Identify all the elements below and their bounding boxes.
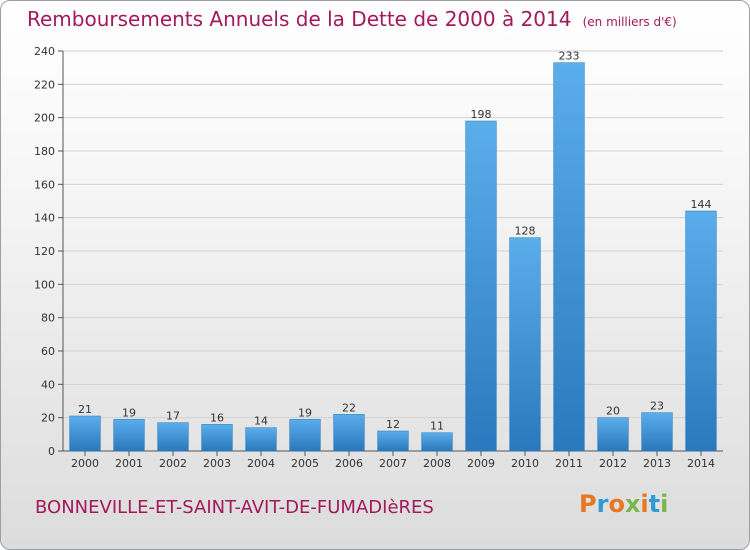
bar xyxy=(465,120,497,452)
chart-subtitle: (en milliers d'€) xyxy=(582,15,677,29)
bar-value-label: 14 xyxy=(254,415,268,428)
bar xyxy=(157,422,189,452)
bar-value-label: 16 xyxy=(210,411,224,424)
bar xyxy=(201,424,233,452)
bar-value-label: 128 xyxy=(515,225,536,238)
bar-value-label: 21 xyxy=(78,403,92,416)
bar-value-label: 20 xyxy=(606,405,620,418)
bar xyxy=(685,210,717,452)
chart-title-main: Remboursements Annuels de la Dette de 20… xyxy=(27,7,572,31)
bar xyxy=(553,62,585,452)
bar xyxy=(289,419,321,452)
bar-value-label: 23 xyxy=(650,400,664,413)
logo-letter: t xyxy=(648,490,661,518)
bar-value-label: 22 xyxy=(342,401,356,414)
bar xyxy=(245,427,277,452)
bar xyxy=(421,432,453,452)
x-tick-label: 2004 xyxy=(247,457,275,470)
bar xyxy=(113,419,145,452)
x-tick-label: 2012 xyxy=(599,457,627,470)
y-tick-label: 60 xyxy=(41,345,55,358)
bar-value-label: 19 xyxy=(122,406,136,419)
bar xyxy=(333,414,365,452)
y-tick-label: 20 xyxy=(41,412,55,425)
x-tick-label: 2010 xyxy=(511,457,539,470)
y-tick-label: 160 xyxy=(34,178,55,191)
y-tick-label: 100 xyxy=(34,278,55,291)
x-tick-label: 2000 xyxy=(71,457,99,470)
chart-title: Remboursements Annuels de la Dette de 20… xyxy=(27,7,677,31)
bar xyxy=(597,417,629,452)
bar xyxy=(377,430,409,452)
y-tick-label: 140 xyxy=(34,212,55,225)
bar-value-label: 144 xyxy=(691,198,712,211)
x-tick-label: 2011 xyxy=(555,457,583,470)
x-tick-label: 2008 xyxy=(423,457,451,470)
x-tick-label: 2007 xyxy=(379,457,407,470)
y-tick-label: 180 xyxy=(34,145,55,158)
bar-value-label: 233 xyxy=(559,50,580,63)
y-tick-label: 200 xyxy=(34,112,55,125)
bar xyxy=(641,412,673,452)
proxiti-logo: Proxiti xyxy=(579,490,668,518)
bar-value-label: 17 xyxy=(166,410,180,423)
bar-value-label: 19 xyxy=(298,406,312,419)
y-tick-label: 80 xyxy=(41,312,55,325)
x-tick-label: 2014 xyxy=(687,457,715,470)
commune-name: BONNEVILLE-ET-SAINT-AVIT-DE-FUMADIèRES xyxy=(35,497,434,518)
logo-letter: o xyxy=(608,490,625,518)
x-tick-label: 2009 xyxy=(467,457,495,470)
x-tick-label: 2005 xyxy=(291,457,319,470)
x-tick-label: 2006 xyxy=(335,457,363,470)
x-tick-label: 2013 xyxy=(643,457,671,470)
bar-value-label: 198 xyxy=(471,108,492,121)
bar xyxy=(69,415,101,452)
y-tick-label: 220 xyxy=(34,78,55,91)
logo-letter: r xyxy=(596,490,609,518)
y-tick-label: 40 xyxy=(41,378,55,391)
logo-letter: P xyxy=(579,490,597,518)
logo-letter: i xyxy=(660,490,669,518)
x-tick-label: 2001 xyxy=(115,457,143,470)
bar-value-label: 12 xyxy=(386,418,400,431)
bar xyxy=(509,237,541,452)
logo-letter: x xyxy=(624,490,641,518)
y-tick-label: 120 xyxy=(34,245,55,258)
x-tick-label: 2002 xyxy=(159,457,187,470)
y-tick-label: 240 xyxy=(34,45,55,58)
y-tick-label: 0 xyxy=(48,445,55,458)
bar-value-label: 11 xyxy=(430,420,444,433)
x-tick-label: 2003 xyxy=(203,457,231,470)
logo-letter: i xyxy=(640,490,649,518)
